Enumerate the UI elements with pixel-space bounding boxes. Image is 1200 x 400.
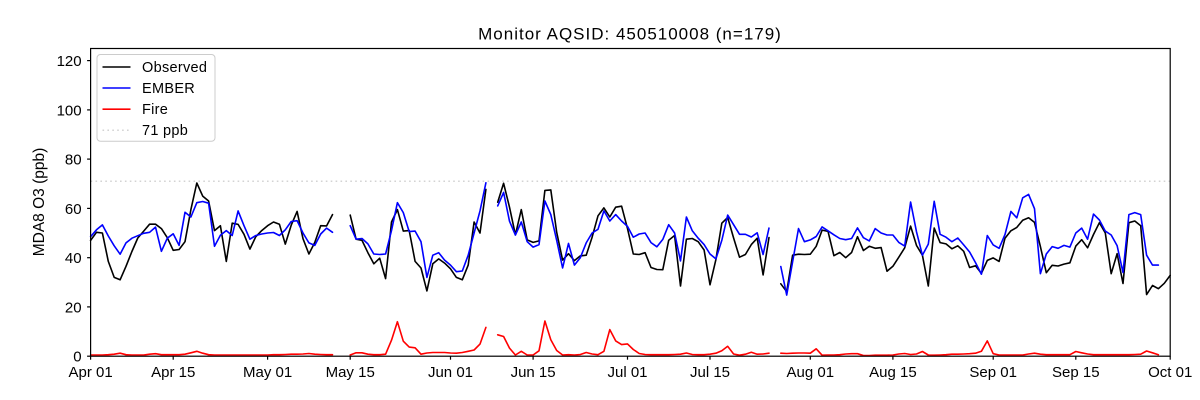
svg-text:Aug 01: Aug 01 — [787, 364, 835, 381]
svg-text:MDA8 O3 (ppb): MDA8 O3 (ppb) — [31, 148, 48, 257]
svg-text:Monitor AQSID: 450510008 (n=17: Monitor AQSID: 450510008 (n=179) — [478, 25, 782, 44]
svg-text:Apr 15: Apr 15 — [151, 364, 195, 381]
svg-text:80: 80 — [65, 152, 82, 169]
svg-text:Jul 15: Jul 15 — [690, 364, 730, 381]
svg-text:120: 120 — [57, 53, 82, 70]
svg-text:Jun 01: Jun 01 — [428, 364, 473, 381]
svg-text:Observed: Observed — [142, 60, 207, 76]
svg-text:0: 0 — [73, 349, 81, 366]
svg-text:Sep 15: Sep 15 — [1052, 364, 1100, 381]
svg-text:May 15: May 15 — [326, 364, 375, 381]
svg-text:100: 100 — [57, 102, 82, 119]
svg-text:Apr 01: Apr 01 — [68, 364, 112, 381]
svg-text:20: 20 — [65, 299, 82, 316]
svg-text:Aug 15: Aug 15 — [869, 364, 917, 381]
svg-text:May 01: May 01 — [243, 364, 292, 381]
svg-text:Jul 01: Jul 01 — [607, 364, 647, 381]
svg-text:Oct 01: Oct 01 — [1148, 364, 1192, 381]
svg-text:60: 60 — [65, 201, 82, 218]
svg-text:Jun 15: Jun 15 — [511, 364, 556, 381]
svg-text:71 ppb: 71 ppb — [142, 123, 188, 139]
svg-text:Sep 01: Sep 01 — [969, 364, 1017, 381]
svg-text:40: 40 — [65, 250, 82, 267]
svg-text:EMBER: EMBER — [142, 81, 195, 97]
svg-text:Fire: Fire — [142, 102, 168, 118]
